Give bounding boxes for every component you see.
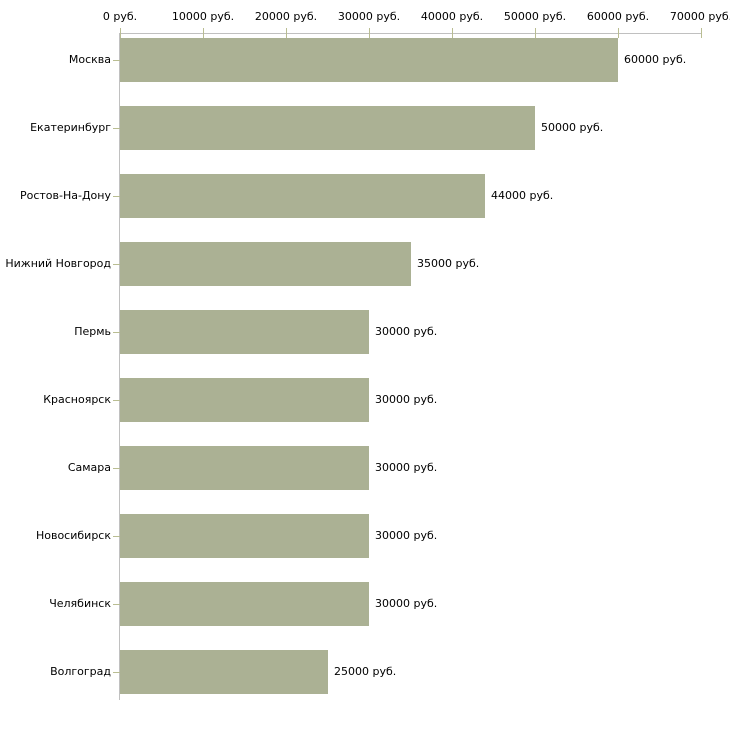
category-tick <box>113 672 120 673</box>
x-axis-line <box>120 33 702 34</box>
bar-value-label: 44000 руб. <box>491 189 554 202</box>
category-tick <box>113 196 120 197</box>
category-tick <box>113 60 120 61</box>
bar-category-label: Екатеринбург <box>30 121 111 134</box>
bar <box>120 582 369 626</box>
bar-category-label: Нижний Новгород <box>5 257 111 270</box>
bar-category-label: Москва <box>68 53 111 66</box>
bar-value-label: 30000 руб. <box>375 461 438 474</box>
x-axis-tick <box>701 28 702 38</box>
bar-value-label: 25000 руб. <box>334 665 397 678</box>
x-axis-tick-label: 0 руб. <box>102 10 138 23</box>
category-tick <box>113 536 120 537</box>
x-axis-tick-label: 20000 руб. <box>254 10 318 23</box>
bar-value-label: 30000 руб. <box>375 529 438 542</box>
category-tick <box>113 604 120 605</box>
bar <box>120 38 618 82</box>
category-tick <box>113 468 120 469</box>
y-axis-line <box>119 33 120 700</box>
category-tick <box>113 128 120 129</box>
bar <box>120 242 411 286</box>
bar-value-label: 30000 руб. <box>375 393 438 406</box>
x-axis-tick <box>286 28 287 38</box>
bar-value-label: 35000 руб. <box>417 257 480 270</box>
x-axis-tick <box>535 28 536 38</box>
bar <box>120 650 328 694</box>
bar-value-label: 30000 руб. <box>375 597 438 610</box>
x-axis-tick-label: 30000 руб. <box>337 10 401 23</box>
bar-category-label: Красноярск <box>43 393 111 406</box>
x-axis-tick-label: 60000 руб. <box>586 10 650 23</box>
category-tick <box>113 264 120 265</box>
bar-category-label: Волгоград <box>50 665 111 678</box>
bar <box>120 446 369 490</box>
bar-category-label: Пермь <box>74 325 111 338</box>
bar <box>120 174 485 218</box>
bar-value-label: 50000 руб. <box>541 121 604 134</box>
x-axis-tick-label: 70000 руб. <box>669 10 730 23</box>
x-axis-tick-label: 10000 руб. <box>171 10 235 23</box>
x-axis-tick <box>618 28 619 38</box>
bar-value-label: 30000 руб. <box>375 325 438 338</box>
bar <box>120 106 535 150</box>
x-axis-tick <box>369 28 370 38</box>
x-axis-tick <box>452 28 453 38</box>
x-axis-tick <box>120 28 121 38</box>
x-axis-tick <box>203 28 204 38</box>
bar-category-label: Самара <box>67 461 111 474</box>
bar <box>120 514 369 558</box>
bar-category-label: Новосибирск <box>35 529 111 542</box>
bar-value-label: 60000 руб. <box>624 53 687 66</box>
bar <box>120 310 369 354</box>
x-axis-tick-label: 50000 руб. <box>503 10 567 23</box>
category-tick <box>113 332 120 333</box>
category-tick <box>113 400 120 401</box>
x-axis-tick-label: 40000 руб. <box>420 10 484 23</box>
bar-category-label: Челябинск <box>49 597 111 610</box>
bar-category-label: Ростов-На-Дону <box>19 189 111 202</box>
bar <box>120 378 369 422</box>
